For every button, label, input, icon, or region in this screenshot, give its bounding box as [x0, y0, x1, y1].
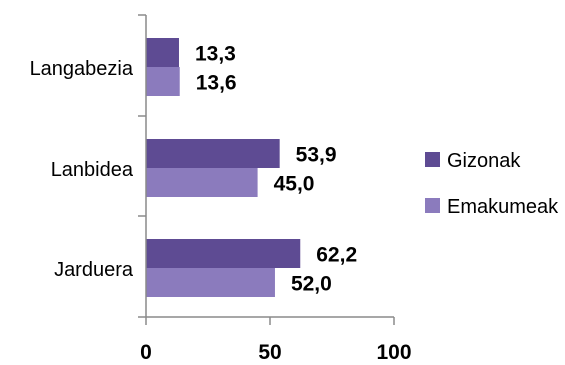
value-label-jarduera-emakumeak: 52,0 [291, 273, 332, 296]
value-label-lanbidea-emakumeak: 45,0 [274, 173, 315, 196]
category-label-lanbidea: Lanbidea [51, 159, 134, 181]
x-tick-label-0: 0 [140, 341, 152, 364]
axes-group: Langabezia Lanbidea Jarduera 0 50 100 [30, 14, 412, 364]
legend-label-gizonak: Gizonak [447, 150, 521, 172]
bar-jarduera-gizonak [146, 239, 301, 268]
value-label-lanbidea-gizonak: 53,9 [296, 144, 337, 167]
legend-swatch-gizonak [425, 152, 440, 167]
category-label-langabezia: Langabezia [30, 58, 134, 80]
bars-group: 13,3 13,6 53,9 45,0 62,2 52,0 [146, 38, 357, 297]
value-label-langabezia-emakumeak: 13,6 [196, 72, 237, 95]
category-label-jarduera: Jarduera [54, 259, 134, 281]
bar-jarduera-emakumeak [146, 268, 275, 297]
value-label-jarduera-gizonak: 62,2 [316, 244, 357, 267]
x-tick-label-100: 100 [376, 341, 411, 364]
bar-lanbidea-emakumeak [146, 168, 258, 197]
bar-langabezia-gizonak [146, 38, 179, 67]
legend: Gizonak Emakumeak [425, 150, 559, 218]
legend-label-emakumeak: Emakumeak [447, 196, 559, 218]
bar-langabezia-emakumeak [146, 67, 180, 96]
bar-lanbidea-gizonak [146, 139, 280, 168]
x-tick-label-50: 50 [258, 341, 281, 364]
value-label-langabezia-gizonak: 13,3 [195, 43, 236, 66]
legend-swatch-emakumeak [425, 198, 440, 213]
